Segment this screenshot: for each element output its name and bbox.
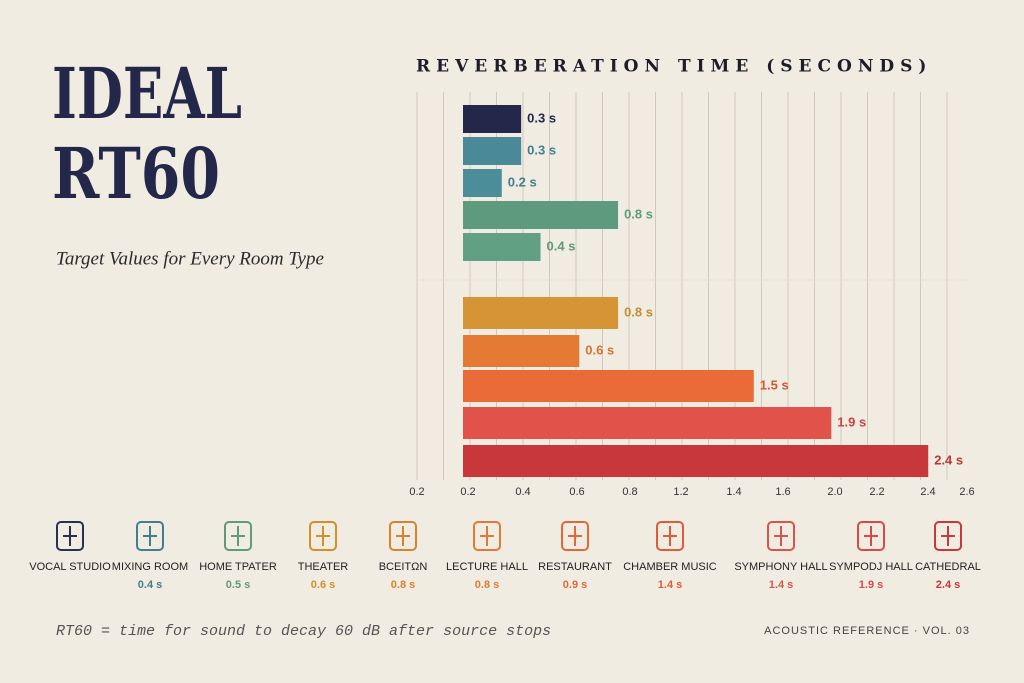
room-name: MIXING ROOM xyxy=(112,561,188,573)
room-name: THEATER xyxy=(298,561,349,573)
bar xyxy=(463,297,619,329)
icon-shape xyxy=(389,521,417,551)
icon-shape xyxy=(767,521,795,551)
room-name: BCEITΩN xyxy=(379,561,428,573)
room-icon xyxy=(56,521,84,551)
room-value: 0.4 s xyxy=(138,579,162,591)
room-icon xyxy=(656,521,684,551)
room-name: LECTURE HALL xyxy=(446,561,528,573)
x-tick-label: 2.4 xyxy=(920,486,935,498)
room-icon xyxy=(767,521,795,551)
bar xyxy=(463,445,929,477)
value-label: 0.3 s xyxy=(527,110,556,125)
room-icon xyxy=(473,521,501,551)
icon-shape xyxy=(561,521,589,551)
room-value: 1.9 s xyxy=(859,579,883,591)
x-tick-label: 2.6 xyxy=(959,486,974,498)
icon-shape xyxy=(934,521,962,551)
icon-shape xyxy=(857,521,885,551)
icon-shape xyxy=(136,521,164,551)
value-label: 0.2 s xyxy=(508,174,537,189)
bar xyxy=(463,335,580,367)
room-icon xyxy=(224,521,252,551)
value-label: 0.8 s xyxy=(624,206,653,221)
room-name: SYMPHONY HALL xyxy=(734,561,827,573)
bar xyxy=(463,169,502,197)
room-name: HOME TPATER xyxy=(199,561,277,573)
x-tick-label: 2.0 xyxy=(827,486,842,498)
room-name: RESTAURANT xyxy=(538,561,612,573)
room-value: 1.4 s xyxy=(658,579,682,591)
room-value: 0.8 s xyxy=(475,579,499,591)
value-label: 1.5 s xyxy=(760,377,789,392)
room-name: VOCAL STUDIO xyxy=(29,561,111,573)
value-label: 0.6 s xyxy=(585,342,614,357)
chart-title: REVERBERATION TIME (SECONDS) xyxy=(416,57,932,77)
x-tick-label: 2.2 xyxy=(869,486,884,498)
x-tick-label: 0.4 xyxy=(515,486,530,498)
subtitle: Target Values for Every Room Type xyxy=(56,248,324,269)
value-label: 2.4 s xyxy=(934,452,963,467)
bar xyxy=(463,407,832,439)
bar xyxy=(463,137,522,165)
room-icon xyxy=(136,521,164,551)
room-name: CHAMBER MUSIC xyxy=(623,561,717,573)
icon-shape xyxy=(656,521,684,551)
x-tick-label: 1.6 xyxy=(775,486,790,498)
x-tick-label: 0.8 xyxy=(622,486,637,498)
bar xyxy=(463,233,541,261)
value-label: 0.4 s xyxy=(547,238,576,253)
room-value: 0.5 s xyxy=(226,579,250,591)
x-tick-label: 0.2 xyxy=(409,486,424,498)
value-label: 0.8 s xyxy=(624,304,653,319)
room-icon xyxy=(857,521,885,551)
room-value: 0.8 s xyxy=(391,579,415,591)
room-name: CATHEDRAL xyxy=(915,561,981,573)
x-tick-label: 0.2 xyxy=(460,486,475,498)
bar xyxy=(463,105,522,133)
icon-shape xyxy=(473,521,501,551)
x-tick-label: 1.2 xyxy=(673,486,688,498)
room-icon xyxy=(561,521,589,551)
bar xyxy=(463,370,754,402)
title-line: RT60 xyxy=(52,132,220,215)
room-name: SYMPODJ HALL xyxy=(829,561,913,573)
value-label: 0.3 s xyxy=(527,142,556,157)
reference: ACOUSTIC REFERENCE · VOL. 03 xyxy=(764,625,970,637)
room-value: 0.9 s xyxy=(563,579,587,591)
room-value: 0.6 s xyxy=(311,579,335,591)
room-value: 1.4 s xyxy=(769,579,793,591)
bar xyxy=(463,201,619,229)
icon-shape xyxy=(224,521,252,551)
icon-shape xyxy=(309,521,337,551)
room-value: 2.4 s xyxy=(936,579,960,591)
value-label: 1.9 s xyxy=(837,414,866,429)
x-tick-label: 0.6 xyxy=(569,486,584,498)
x-tick-label: 1.4 xyxy=(726,486,741,498)
title-line: IDEAL xyxy=(52,52,242,135)
footnote: RT60 = time for sound to decay 60 dB aft… xyxy=(56,623,551,640)
room-icon xyxy=(389,521,417,551)
room-icon xyxy=(934,521,962,551)
room-icon xyxy=(309,521,337,551)
icon-shape xyxy=(56,521,84,551)
